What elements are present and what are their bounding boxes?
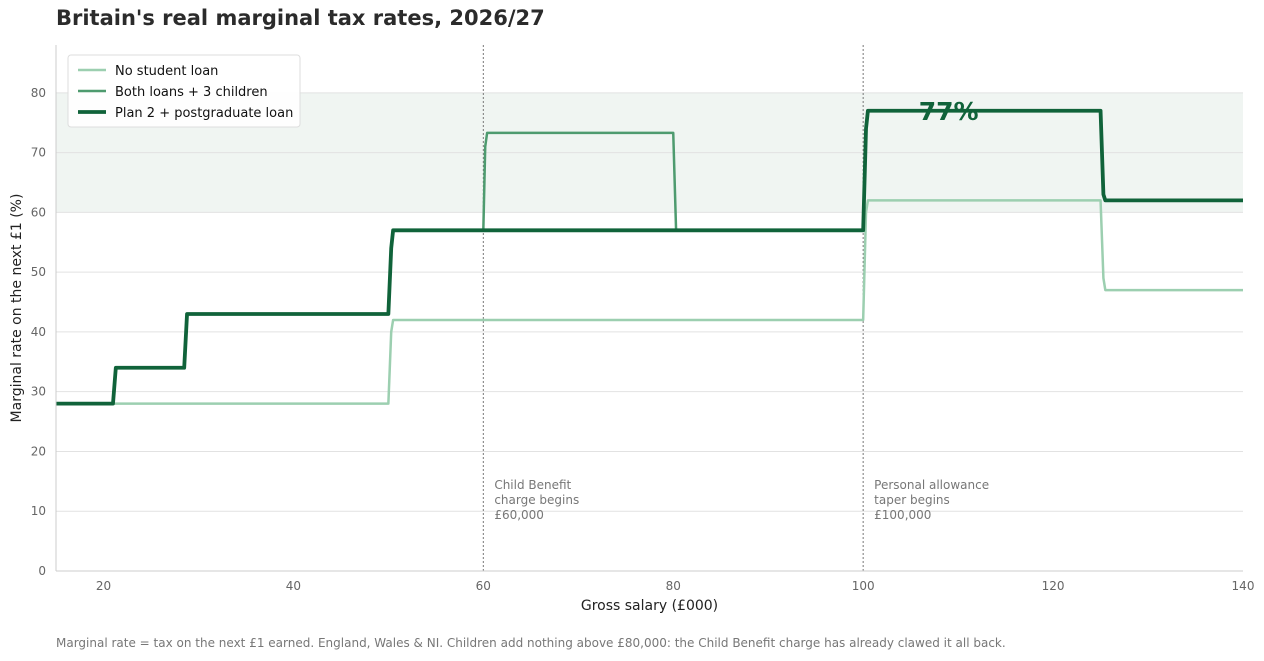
reference-line-label-line: taper begins [874, 493, 950, 507]
legend-label: No student loan [115, 64, 218, 79]
y-tick-label: 50 [31, 265, 46, 279]
y-tick-label: 80 [31, 86, 46, 100]
x-tick-label: 60 [476, 579, 491, 593]
footnote: Marginal rate = tax on the next £1 earne… [56, 636, 1006, 650]
chart-title: Britain's real marginal tax rates, 2026/… [56, 6, 545, 30]
peak-annotation: 77% [919, 97, 979, 126]
reference-line-label-line: Personal allowance [874, 478, 989, 492]
x-tick-label: 120 [1042, 579, 1065, 593]
x-tick-label: 100 [852, 579, 875, 593]
reference-line-label-line: Child Benefit [494, 478, 571, 492]
series-line [56, 199, 1243, 405]
reference-line-label-line: charge begins [494, 493, 579, 507]
reference-line-label: Child Benefit charge begins £60,000 [494, 478, 579, 522]
x-axis-title: Gross salary (£000) [581, 598, 718, 614]
reference-line-label-line: £60,000 [494, 508, 544, 522]
legend-label: Plan 2 + postgraduate loan [115, 106, 293, 121]
y-tick-label: 30 [31, 385, 46, 399]
series-line [56, 108, 1243, 406]
y-tick-label: 70 [31, 146, 46, 160]
y-tick-label: 10 [31, 504, 46, 518]
y-tick-label: 40 [31, 325, 46, 339]
y-axis-title: Marginal rate on the next £1 (%) [9, 194, 25, 423]
y-tick-label: 20 [31, 444, 46, 458]
x-tick-label: 140 [1232, 579, 1255, 593]
legend-label: Both loans + 3 children [115, 85, 268, 100]
y-tick-label: 60 [31, 205, 46, 219]
x-tick-label: 20 [96, 579, 111, 593]
y-tick-label: 0 [38, 564, 46, 578]
x-tick-label: 80 [666, 579, 681, 593]
legend-box [67, 54, 301, 128]
reference-line-label-line: £100,000 [874, 508, 931, 522]
x-tick-label: 40 [286, 579, 301, 593]
reference-line-label: Personal allowance taper begins £100,000 [874, 478, 989, 522]
